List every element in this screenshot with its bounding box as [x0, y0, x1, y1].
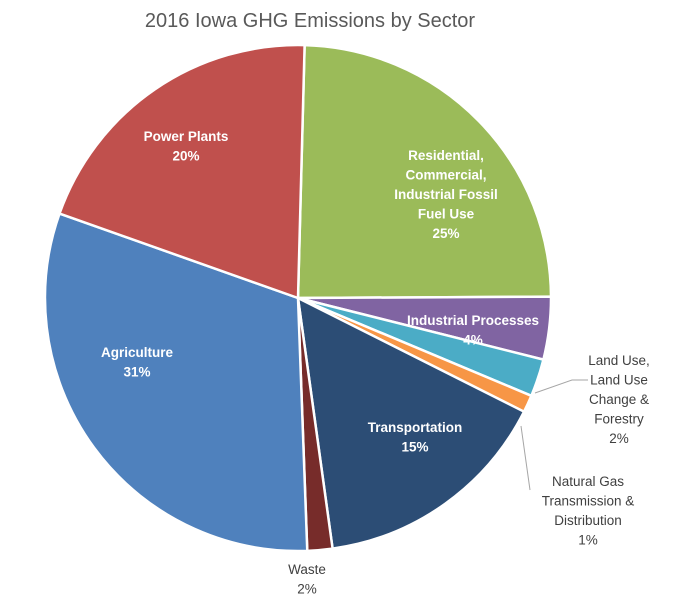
slice-value-label-1: 4% [463, 333, 483, 348]
slice-category-label-2: Change & [589, 392, 649, 407]
slice-category-label-0: Residential, [408, 148, 484, 163]
slice-value-label-4: 15% [401, 440, 428, 455]
leader-lines [520, 379, 588, 491]
slice-category-label-0: Fuel Use [418, 207, 475, 222]
slice-category-label-2: Land Use, [588, 353, 650, 368]
slice-category-label-0: Commercial, [405, 168, 486, 183]
slice-category-label-5: Waste [288, 562, 326, 577]
slice-value-label-2: 2% [609, 431, 629, 446]
slice-category-label-3: Distribution [554, 513, 622, 528]
slice-category-label-3: Transmission & [542, 494, 635, 509]
pie-slice-0 [296, 43, 553, 300]
slice-category-label-2: Land Use [590, 373, 648, 388]
slice-value-label-6: 31% [123, 365, 150, 380]
pie-slice-4 [296, 296, 526, 550]
slice-category-label-0: Industrial Fossil [394, 187, 498, 202]
pie-slice-7 [58, 43, 306, 300]
slice-value-label-0: 25% [432, 226, 459, 241]
slice-category-label-4: Transportation [368, 420, 463, 435]
pie-slices [43, 43, 553, 553]
slice-labels: Residential, Commercial, Industrial Fossil… [101, 129, 650, 597]
slice-category-label-7: Power Plants [144, 129, 229, 144]
slice-value-label-5: 2% [297, 582, 317, 597]
slice-category-label-1: Industrial Processes [407, 313, 539, 328]
slice-value-label-3: 1% [578, 533, 598, 548]
slice-category-label-2: Forestry [594, 412, 644, 427]
leader-line-3 [520, 425, 531, 491]
slice-category-label-6: Agriculture [101, 345, 174, 360]
slice-category-label-3: Natural Gas [552, 474, 624, 489]
chart-title: 2016 Iowa GHG Emissions by Sector [145, 10, 475, 32]
slice-value-label-7: 20% [172, 149, 199, 164]
pie-slice-6 [43, 212, 309, 553]
leader-line-2 [534, 379, 588, 394]
